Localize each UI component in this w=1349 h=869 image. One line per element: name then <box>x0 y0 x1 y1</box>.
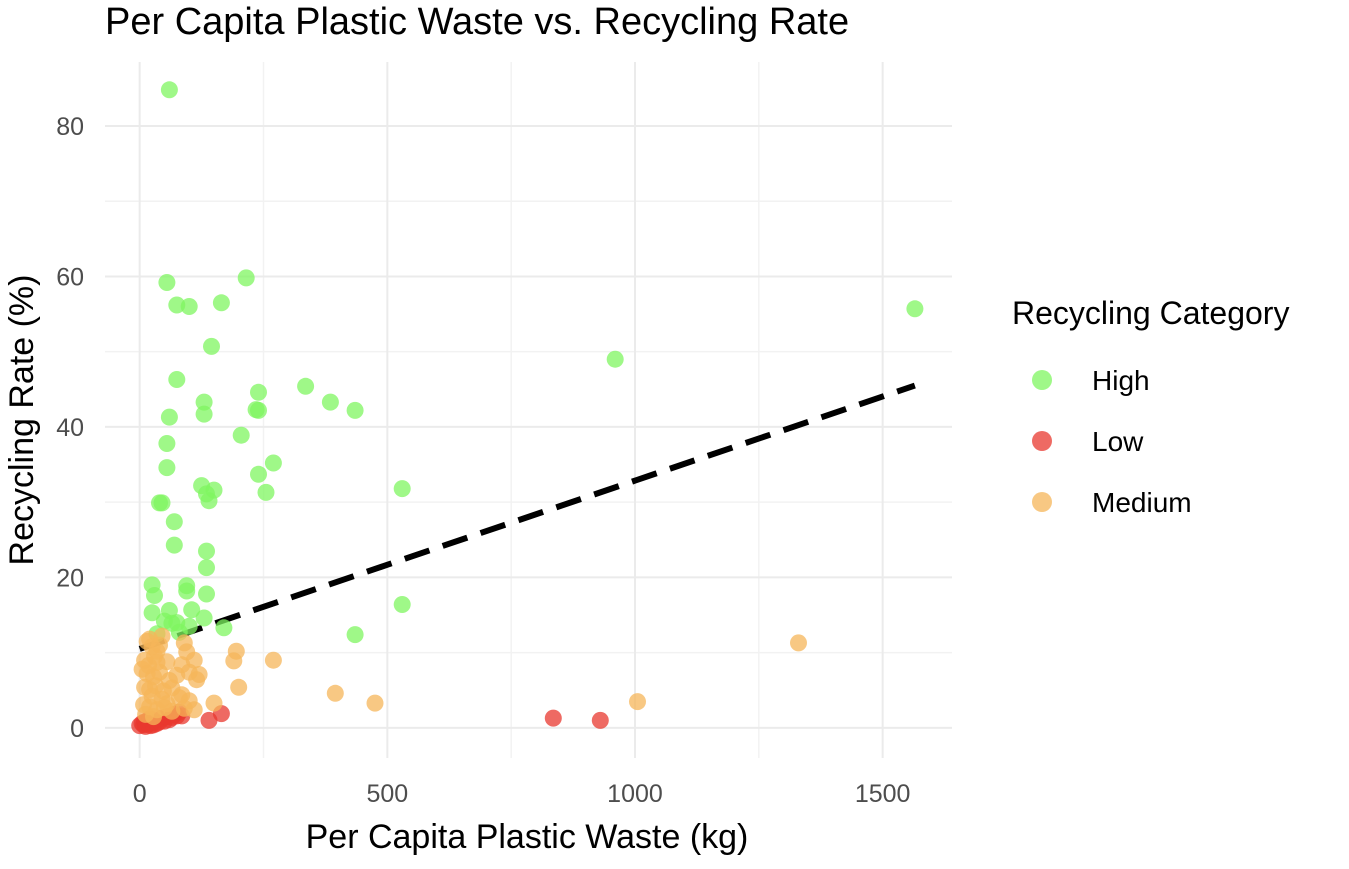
data-point-high <box>257 483 275 501</box>
series-high <box>143 81 924 644</box>
data-point-medium <box>264 651 282 669</box>
data-point-high <box>393 596 411 613</box>
data-point-medium <box>230 678 248 696</box>
data-point-low <box>200 711 218 729</box>
data-point-high <box>250 401 267 419</box>
data-point-high <box>250 465 267 483</box>
data-point-high <box>143 604 161 622</box>
data-point-medium <box>190 666 208 683</box>
trend-line-layer <box>138 382 916 652</box>
chart-title: Per Capita Plastic Waste vs. Recycling R… <box>105 1 849 43</box>
legend-title: Recycling Category <box>1012 295 1289 331</box>
x-tick-label: 0 <box>133 780 147 808</box>
y-tick-label: 20 <box>56 564 84 592</box>
y-tick-label: 60 <box>56 263 84 291</box>
data-point-high <box>198 542 215 560</box>
data-point-high <box>346 626 364 644</box>
data-point-high <box>321 393 339 411</box>
legend: Recycling Category High Low Medium <box>1012 295 1289 518</box>
data-point-medium <box>227 642 245 660</box>
data-point-high <box>195 609 213 627</box>
legend-key-low <box>1032 431 1052 451</box>
data-point-high <box>250 383 267 401</box>
x-tick-label: 1000 <box>607 780 663 808</box>
points-layer <box>131 81 924 735</box>
data-point-high <box>168 371 186 388</box>
data-point-high <box>158 435 176 452</box>
data-point-high <box>198 559 215 577</box>
data-point-medium <box>153 627 171 645</box>
data-point-high <box>165 513 183 531</box>
data-point-high <box>264 454 282 472</box>
data-point-low <box>591 711 609 729</box>
series-medium <box>133 627 807 726</box>
data-point-high <box>346 401 364 419</box>
data-point-high <box>165 536 183 554</box>
data-point-high <box>215 619 233 637</box>
y-tick-label: 80 <box>56 113 84 141</box>
x-axis-title: Per Capita Plastic Waste (kg) <box>306 818 749 856</box>
legend-key-medium <box>1032 492 1052 512</box>
data-point-high <box>158 274 176 291</box>
legend-label-medium: Medium <box>1092 487 1192 518</box>
y-tick-label: 40 <box>56 414 84 442</box>
y-axis-title: Recycling Rate (%) <box>3 275 41 566</box>
axes: 0 500 1000 1500 0 20 40 60 80 <box>56 113 910 808</box>
data-point-high <box>178 582 196 600</box>
data-point-high <box>200 492 218 510</box>
data-point-high <box>146 587 163 604</box>
data-point-high <box>158 459 176 477</box>
x-tick-label: 1500 <box>855 780 911 808</box>
data-point-medium <box>790 634 807 652</box>
data-point-high <box>297 377 315 395</box>
y-tick-label: 0 <box>70 715 84 743</box>
legend-key-high <box>1032 370 1052 390</box>
data-point-high <box>180 298 198 315</box>
data-point-high <box>160 408 178 426</box>
data-point-high <box>168 296 186 314</box>
data-point-high <box>212 294 230 312</box>
legend-label-low: Low <box>1092 426 1144 457</box>
data-point-medium <box>366 694 384 712</box>
data-point-medium <box>145 708 162 726</box>
data-point-high <box>606 350 624 368</box>
data-point-medium <box>629 693 646 711</box>
data-point-high <box>183 601 201 619</box>
data-point-high <box>195 393 213 411</box>
data-point-medium <box>326 684 344 702</box>
grid <box>105 62 952 758</box>
legend-label-high: High <box>1092 365 1150 396</box>
data-point-high <box>160 81 178 99</box>
data-point-high <box>203 337 220 355</box>
data-point-high <box>232 426 250 444</box>
data-point-high <box>198 585 215 603</box>
data-point-high <box>393 480 411 498</box>
trend-line <box>138 382 916 652</box>
data-point-medium <box>185 701 203 719</box>
data-point-medium <box>205 694 223 712</box>
data-point-high <box>195 405 213 423</box>
data-point-high <box>153 494 171 512</box>
data-point-low <box>544 709 562 727</box>
data-point-high <box>237 269 255 287</box>
x-tick-label: 500 <box>366 780 408 808</box>
data-point-high <box>906 300 924 318</box>
